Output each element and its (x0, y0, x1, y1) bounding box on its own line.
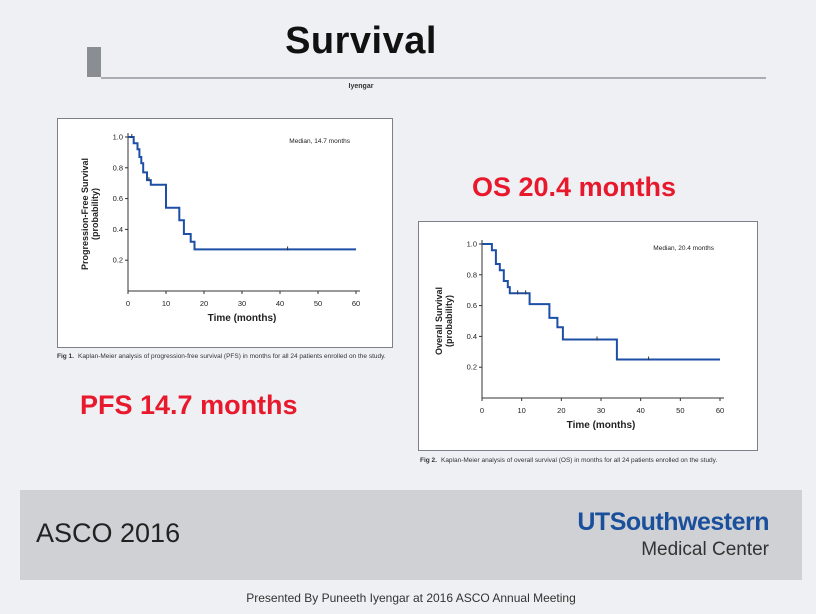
pfs-chart-panel: 0.2 0.4 0.6 0.8 1.0 0 10 20 30 40 50 60 Time (months… (57, 118, 393, 348)
institution-name: UTSouthwestern (577, 508, 769, 536)
pfs-y-tick-label: 0.6 (113, 194, 123, 203)
institution-subname: Medical Center (641, 539, 769, 560)
pfs-y-tick-label: 1.0 (113, 133, 123, 142)
pfs-callout: PFS 14.7 months (80, 390, 298, 420)
conference-name: ASCO 2016 (36, 518, 181, 548)
os-chart: 0.2 0.4 0.6 0.8 1.0 0 10 20 30 40 50 60 Time (months… (434, 240, 724, 432)
pfs-y-tick-label: 0.4 (113, 225, 123, 234)
os-y-tick-label: 0.4 (467, 332, 477, 341)
os-x-tick-label: 30 (597, 406, 605, 415)
os-caption-text: Kaplan-Meier analysis of overall surviva… (440, 457, 718, 464)
os-x-tick-label: 20 (557, 406, 565, 415)
pfs-chart: 0.2 0.4 0.6 0.8 1.0 0 10 20 30 40 50 60 Time (months… (80, 133, 360, 325)
os-x-tick-label: 60 (716, 406, 724, 415)
slide-title: Survival (285, 20, 437, 62)
os-survival-curve (482, 243, 720, 361)
os-x-tick-label: 10 (517, 406, 525, 415)
pfs-y-tick-label: 0.8 (113, 163, 123, 172)
os-y-tick-label: 0.6 (467, 301, 477, 310)
institution-logo: UTSouthwestern Medical Center (577, 508, 769, 561)
pfs-x-tick-label: 40 (276, 299, 284, 308)
os-x-tick-label: 40 (636, 406, 644, 415)
title-rule (101, 77, 766, 79)
pfs-x-tick-label: 30 (238, 299, 246, 308)
os-y-axis-label: Overall Survival (434, 287, 444, 355)
footer-band (20, 490, 802, 580)
os-x-tick-label: 50 (676, 406, 684, 415)
author-label: Iyengar (348, 83, 374, 90)
pfs-y-axis-label: (probability) (90, 188, 100, 240)
pfs-caption-label: Fig 1. (57, 353, 74, 360)
pfs-x-tick-label: 20 (200, 299, 208, 308)
pfs-y-axis-label: Progression-Free Survival (80, 158, 90, 270)
os-x-axis-label: Time (months) (567, 420, 636, 431)
os-y-tick-label: 0.8 (467, 270, 477, 279)
pfs-x-tick-label: 0 (126, 299, 130, 308)
pfs-median-annotation: Median, 14.7 months (289, 138, 350, 145)
presenter-credit: Presented By Puneeth Iyengar at 2016 ASC… (246, 591, 576, 605)
pfs-x-tick-label: 50 (314, 299, 322, 308)
os-callout: OS 20.4 months (472, 172, 677, 202)
os-y-tick-label: 0.2 (467, 363, 477, 372)
title-accent-bar (87, 47, 101, 77)
pfs-survival-curve (128, 136, 356, 251)
pfs-x-tick-label: 60 (352, 299, 360, 308)
os-x-tick-label: 0 (480, 406, 484, 415)
os-y-tick-label: 1.0 (467, 240, 477, 249)
os-caption-label: Fig 2. (420, 457, 437, 464)
pfs-y-tick-label: 0.2 (113, 256, 123, 265)
os-figure-caption: Fig 2. Kaplan-Meier analysis of overall s… (420, 456, 762, 465)
os-chart-panel: 0.2 0.4 0.6 0.8 1.0 0 10 20 30 40 50 60 Time (months… (418, 221, 758, 451)
os-y-axis-label: (probability) (444, 295, 454, 347)
pfs-caption-text: Kaplan-Meier analysis of progression-fre… (77, 353, 386, 360)
pfs-figure-caption: Fig 1. Kaplan-Meier analysis of progressi… (57, 352, 397, 361)
pfs-x-tick-label: 10 (162, 299, 170, 308)
pfs-x-axis-label: Time (months) (208, 313, 277, 324)
os-median-annotation: Median, 20.4 months (653, 245, 714, 252)
